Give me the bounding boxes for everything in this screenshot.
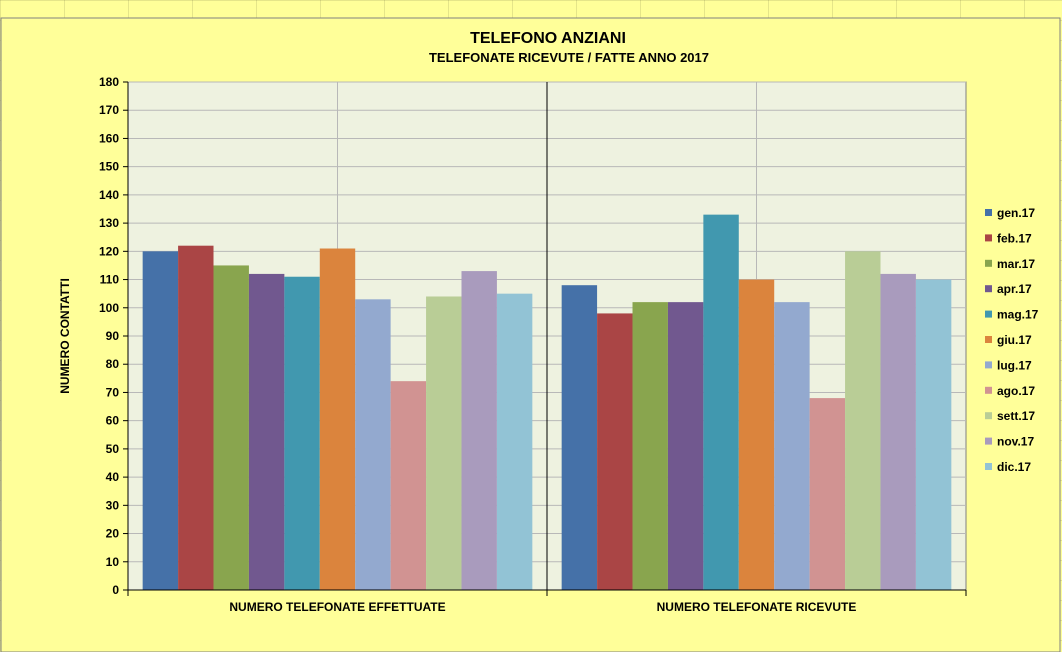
y-tick-label-20: 20: [106, 527, 120, 541]
y-tick-label-130: 130: [99, 216, 119, 230]
legend-label-sett.17: sett.17: [997, 409, 1035, 423]
legend-swatch-lug.17: [985, 361, 992, 369]
legend-swatch-nov.17: [985, 437, 992, 445]
legend-swatch-feb.17: [985, 234, 992, 242]
bar-ago.17-0: [390, 381, 427, 590]
chart-title: TELEFONO ANZIANI: [470, 30, 626, 47]
legend-swatch-dic.17: [985, 463, 992, 470]
legend-swatch-mar.17: [985, 259, 992, 267]
bar-mag.17-1: [703, 214, 739, 590]
axes: 0 10 20 30 40 50 60 70 80 90 100 110 120 130 140 150 160…: [99, 75, 967, 614]
y-tick-label-150: 150: [99, 160, 119, 174]
bar-ago.17-1: [809, 398, 846, 590]
bars: [142, 214, 952, 590]
bar-nov.17-0: [461, 271, 497, 590]
legend-label-lug.17: lug.17: [997, 358, 1032, 372]
bar-feb.17-0: [178, 245, 214, 590]
legend-swatch-mag.17: [985, 310, 992, 318]
y-tick-label-40: 40: [106, 470, 120, 484]
y-tick-label-110: 110: [100, 273, 120, 287]
y-tick-label-160: 160: [99, 131, 119, 145]
legend-swatch-giu.17: [985, 336, 992, 343]
bar-lug.17-1: [774, 302, 810, 590]
legend-label-gen.17: gen.17: [997, 206, 1035, 220]
y-tick-label-120: 120: [99, 244, 119, 258]
legend-label-apr.17: apr.17: [997, 282, 1032, 296]
legend-label-feb.17: feb.17: [997, 231, 1032, 245]
legend-label-ago.17: ago.17: [997, 384, 1035, 398]
category-label-0: NUMERO TELEFONATE EFFETTUATE: [229, 600, 445, 614]
bar-apr.17-1: [667, 302, 704, 590]
bar-sett.17-1: [845, 251, 881, 590]
bar-mar.17-0: [213, 265, 249, 590]
y-tick-label-70: 70: [106, 385, 120, 399]
y-tick-label-10: 10: [106, 555, 120, 569]
chart-subtitle: TELEFONATE RICEVUTE / FATTE ANNO 2017: [429, 50, 709, 65]
legend-swatch-ago.17: [985, 386, 992, 394]
legend-label-giu.17: giu.17: [997, 333, 1032, 347]
y-tick-label-90: 90: [106, 329, 120, 343]
bar-mar.17-1: [632, 302, 668, 590]
y-tick-label-0: 0: [112, 583, 119, 597]
y-tick-label-140: 140: [99, 188, 119, 202]
category-label-1: NUMERO TELEFONATE RICEVUTE: [657, 600, 857, 614]
bar-feb.17-1: [597, 313, 633, 590]
bar-giu.17-1: [738, 279, 775, 590]
y-tick-label-100: 100: [99, 301, 119, 315]
bar-mag.17-0: [284, 276, 320, 590]
y-tick-label-30: 30: [106, 498, 120, 512]
legend-swatch-sett.17: [985, 412, 992, 420]
y-tick-label-180: 180: [99, 75, 119, 89]
bar-gen.17-1: [561, 285, 598, 590]
legend-label-dic.17: dic.17: [997, 460, 1031, 474]
bar-lug.17-0: [355, 299, 391, 590]
legend-label-mar.17: mar.17: [997, 257, 1035, 271]
legend-swatch-gen.17: [985, 209, 992, 216]
legend-swatch-apr.17: [985, 285, 992, 293]
legend-label-nov.17: nov.17: [997, 435, 1034, 449]
y-tick-label-170: 170: [99, 103, 119, 117]
bar-gen.17-0: [142, 251, 179, 590]
bar-sett.17-0: [426, 296, 462, 590]
y-tick-label-50: 50: [106, 442, 120, 456]
bar-dic.17-0: [496, 293, 533, 590]
y-tick-label-80: 80: [106, 357, 120, 371]
bar-apr.17-0: [248, 273, 285, 590]
legend-label-mag.17: mag.17: [997, 308, 1039, 322]
legend: gen.17 feb.17 mar.17 apr.17 mag.17 giu.17 lug.…: [985, 206, 1039, 474]
bar-dic.17-1: [915, 279, 952, 590]
y-axis-label: NUMERO CONTATTI: [58, 278, 72, 394]
bar-nov.17-1: [880, 273, 916, 590]
y-tick-label-60: 60: [106, 414, 120, 428]
bar-giu.17-0: [319, 248, 356, 590]
